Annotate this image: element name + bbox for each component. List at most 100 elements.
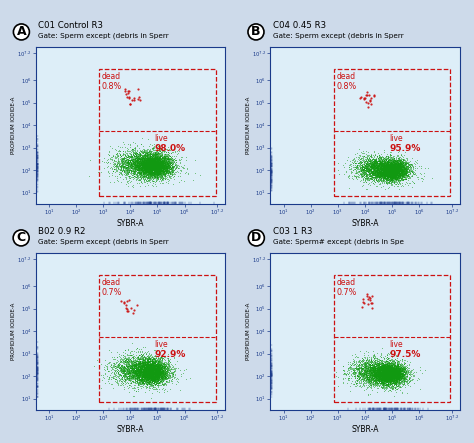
Point: [395, 373, 403, 380]
Point: [394, 368, 402, 375]
Point: [380, 155, 387, 162]
Point: [145, 370, 153, 377]
Point: [375, 373, 383, 380]
Point: [142, 364, 150, 371]
Point: [383, 369, 391, 376]
Point: [386, 168, 394, 175]
Point: [146, 158, 154, 165]
Point: [153, 169, 161, 176]
Point: [158, 160, 166, 167]
Point: [145, 379, 153, 386]
Point: [170, 168, 177, 175]
Point: [367, 377, 375, 385]
Point: [380, 168, 387, 175]
Point: [381, 371, 389, 378]
Point: [402, 369, 410, 376]
Point: [372, 162, 379, 169]
Point: [377, 160, 385, 167]
Point: [369, 361, 376, 368]
Point: [151, 359, 158, 366]
Point: [137, 377, 145, 384]
Point: [133, 167, 141, 174]
Point: [126, 363, 133, 370]
Point: [140, 354, 147, 361]
Point: [145, 361, 152, 369]
Point: [156, 163, 164, 170]
Point: [138, 378, 146, 385]
Point: [147, 373, 155, 380]
Point: [128, 364, 136, 371]
Point: [140, 368, 147, 375]
Point: [384, 368, 392, 375]
Point: [371, 365, 378, 372]
Point: [384, 168, 392, 175]
Point: [119, 367, 127, 374]
Point: [387, 163, 395, 171]
Point: [366, 367, 374, 374]
Point: [381, 371, 389, 378]
Point: [393, 167, 401, 174]
Point: [356, 364, 364, 371]
Point: [383, 369, 391, 376]
Point: [138, 168, 146, 175]
Point: [124, 156, 131, 163]
Point: [146, 364, 154, 371]
Point: [133, 363, 140, 370]
Point: [151, 158, 158, 165]
Point: [142, 369, 150, 376]
Point: [385, 168, 393, 175]
Point: [384, 161, 392, 168]
Point: [382, 169, 390, 176]
Point: [122, 163, 129, 171]
Point: [385, 367, 392, 374]
Point: [373, 159, 381, 166]
Point: [390, 159, 398, 166]
Point: [381, 377, 388, 384]
Point: [389, 374, 397, 381]
Point: [389, 373, 396, 380]
Point: [384, 162, 392, 169]
Point: [358, 163, 365, 170]
Point: [141, 156, 149, 163]
Point: [376, 360, 384, 367]
Point: [130, 159, 138, 166]
Point: [137, 152, 145, 159]
Point: [155, 159, 163, 166]
Point: [387, 162, 395, 169]
Point: [164, 155, 172, 163]
Point: [390, 378, 397, 385]
Point: [391, 167, 398, 174]
Point: [386, 165, 394, 172]
Point: [405, 377, 412, 385]
Point: [147, 356, 155, 363]
Point: [153, 376, 161, 383]
Point: [388, 171, 396, 178]
Point: [155, 161, 163, 168]
Point: [373, 367, 380, 374]
Point: [380, 369, 387, 376]
Point: [376, 362, 384, 369]
Point: [368, 364, 375, 371]
Point: [137, 363, 144, 370]
Point: [146, 384, 154, 391]
Point: [399, 171, 406, 178]
Point: [399, 169, 407, 176]
Point: [155, 159, 163, 167]
Point: [374, 367, 382, 374]
Point: [150, 167, 157, 174]
Point: [393, 163, 401, 171]
Point: [390, 367, 398, 374]
Point: [382, 365, 390, 372]
Point: [387, 171, 394, 178]
Point: [169, 167, 176, 174]
Point: [394, 167, 401, 174]
Point: [380, 168, 387, 175]
Point: [385, 365, 393, 372]
Point: [155, 372, 162, 379]
Point: [146, 374, 154, 381]
Point: [161, 153, 169, 160]
Point: [139, 159, 147, 166]
Point: [398, 160, 406, 167]
Point: [136, 169, 143, 176]
Point: [130, 361, 137, 369]
